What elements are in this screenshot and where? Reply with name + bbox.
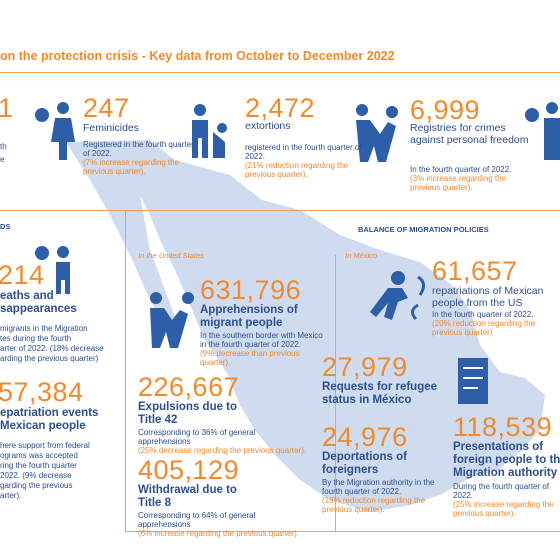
icon [544,118,560,160]
label: repatriations of Mexican people from the… [432,285,544,310]
place-label: In the United States [138,251,204,260]
note: Registered in the fourth quarter of 2022… [83,140,194,159]
icon [391,271,405,285]
label: Expulsions due to Title 42 [138,401,238,427]
figure: 6,999 [410,95,481,125]
icon [217,123,227,133]
note: 2022. (9% decrease [0,471,72,480]
note: e [0,155,5,164]
icon [150,292,162,304]
icon [356,120,396,162]
change: (25% increase regarding the previous qua… [453,500,554,519]
figure: 27,979 [322,352,408,382]
note: migrants in the Migration [0,324,88,333]
change: (25% decrease regarding the previous qua… [138,446,307,455]
page-title: on the protection crisis - Key data from… [0,49,395,63]
icon [370,288,408,320]
figure: 2,472 [245,93,316,123]
icon [194,104,206,116]
section-header: BALANCE OF MIGRATION POLICIES [358,225,489,234]
divider [0,210,560,211]
figure: 405,129 [138,455,240,485]
note: In the southern border with Mexico in th… [200,331,323,350]
divider [125,210,126,532]
divider [125,531,560,532]
note: th [0,142,7,151]
icon [458,358,488,404]
icon [57,102,69,114]
icon [35,108,49,122]
note: garding the previous [0,481,73,490]
label: sappearances [0,303,77,315]
label: eaths and [0,290,54,302]
icon [150,308,188,348]
figure: 57,384 [0,377,84,407]
label: Requests for refugee status in México [322,381,438,407]
icon-details [463,367,483,389]
divider [0,72,560,73]
icon [192,120,208,158]
label: Deportations of foreigners [322,451,407,477]
icon [51,118,75,160]
icons [35,102,560,404]
icon [35,246,49,260]
note: registered in the fourth quarter of 2022… [245,143,362,162]
note: In the fourth quarter of 2022. [432,310,534,319]
note: By the Migration authority in the fourth… [322,478,435,497]
note: tes during the fourth [0,334,72,343]
label: extortions [245,120,291,132]
figure: 226,667 [138,372,240,402]
note: ring the fourth quarter [0,461,77,470]
note: Corresponding to 64% of general apprehen… [138,511,256,530]
label: Registries for crimes against personal f… [410,122,529,147]
divider [335,255,336,532]
note: Corresponding to 36% of general apprehen… [138,428,256,447]
note: arter). [0,491,22,500]
figure: 61,657 [432,256,518,286]
note: arding the previous quarter) [0,354,99,363]
icon [56,262,70,294]
note: In the fourth quarter of 2022. [410,165,512,174]
figure: 214 [0,260,45,290]
change: (21% reduction regarding the previous qu… [245,161,349,180]
change: (6% increase regarding the previous quar… [138,529,299,538]
icon [525,108,539,122]
icon [546,102,558,114]
change: (16% reduction regarding the previous qu… [322,496,426,515]
mexico-map [66,140,545,512]
figure: 631,796 [200,275,302,305]
icon [213,132,225,158]
label: Apprehensions of migrant people [200,304,298,330]
label: epatriation events [0,407,99,419]
change: (9% decrease than previous quarter). [200,349,300,368]
icon [57,246,69,258]
change: (20% reduction regarding the previous qu… [432,319,536,338]
label: Withdrawal due to Title 8 [138,484,237,510]
label: Mexican people [0,420,86,432]
section-header: DS [0,222,11,231]
change: (3% increase regarding the previous quar… [410,174,507,193]
icon [411,275,425,321]
note: here support from federal [0,441,90,450]
note: During the fourth quarter of 2022. [453,482,550,501]
icon [182,292,194,304]
figure: 1 [0,93,14,123]
place-label: In México [345,251,378,260]
figure: 247 [83,93,130,123]
label: Presentations of foreign people to the M… [453,441,560,480]
label: Feminicides [83,122,140,134]
figure: 118,539 [453,412,553,442]
icon [356,104,368,116]
change: (7% increase regarding the previous quar… [83,158,180,177]
note: ograms was accepted [0,451,78,460]
note: arter of 2022. (18% decrease [0,344,104,353]
icon [386,106,398,118]
figure: 24,976 [322,422,408,452]
